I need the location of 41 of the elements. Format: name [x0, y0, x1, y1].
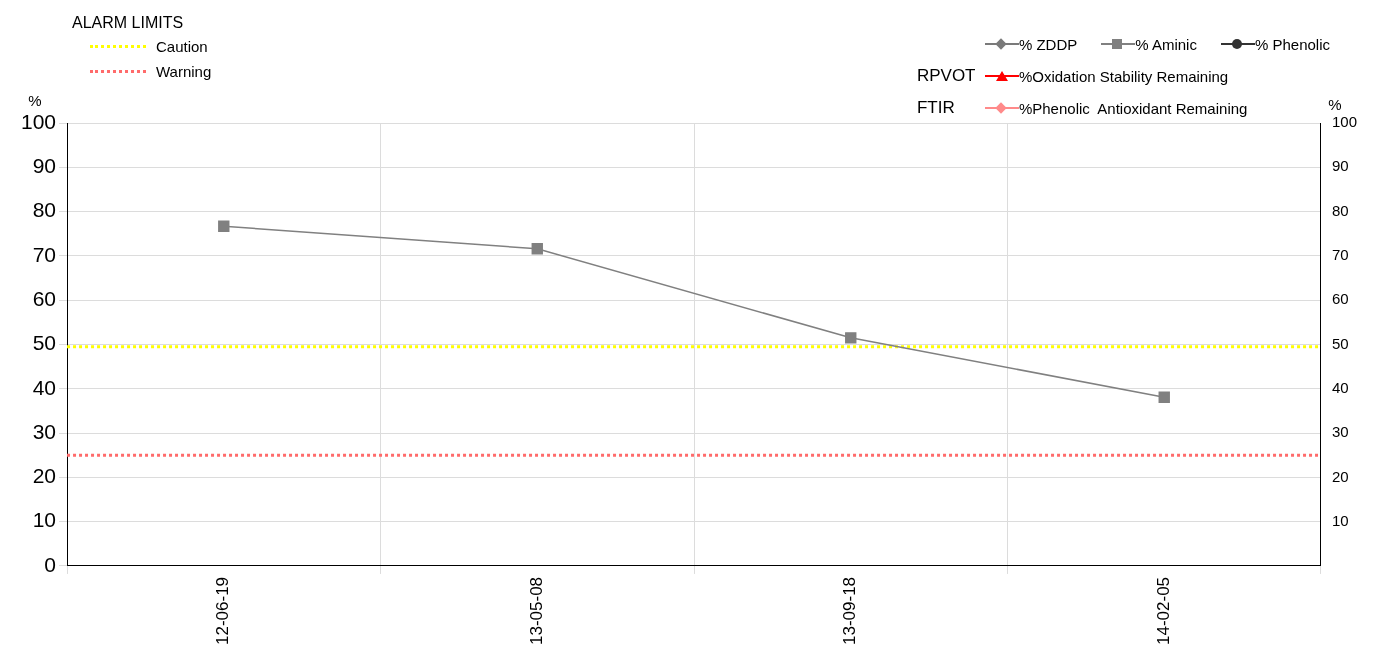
point [1158, 391, 1170, 403]
legend-label: %Phenolic Antioxidant Remaining [1018, 99, 1248, 117]
y2-tick-label: 10 [1331, 511, 1349, 529]
x-tick-label: 13-09-18 [840, 576, 860, 646]
y-tick-label: 40 [32, 375, 57, 399]
y2-tick-label: 70 [1331, 246, 1349, 264]
legend-label: Caution [156, 38, 208, 55]
y2-tick-label: 60 [1331, 290, 1349, 308]
legend-label: % ZDDP [1018, 35, 1078, 53]
y2-tick-label: 50 [1331, 334, 1349, 352]
y-tick-label: 100 [20, 109, 57, 133]
y2-axis-title: % [1328, 95, 1342, 113]
legend-label: % Aminic [1135, 35, 1197, 53]
text: FTIR [916, 98, 956, 118]
point [845, 332, 857, 344]
y2-tick-label: 100 [1331, 113, 1357, 131]
legend-title: ALARM LIMITS [72, 14, 185, 32]
y-tick-label: 90 [32, 154, 57, 178]
y-tick-label: 20 [32, 464, 57, 488]
point [218, 220, 230, 232]
y-tick-label: 10 [32, 508, 57, 532]
x-tick-label: 13-05-08 [526, 576, 546, 646]
x-tick-label: 12-06-19 [213, 576, 233, 646]
point [531, 243, 543, 255]
legend-label: % Phenolic [1254, 35, 1330, 53]
y2-tick-label: 40 [1331, 378, 1349, 396]
legend-label: Warning [156, 63, 212, 80]
legend-label: %Oxidation Stability Remaining [1018, 67, 1229, 85]
y-tick-label: 70 [32, 242, 57, 266]
x-tick-label: 14-02-05 [1153, 576, 1173, 646]
y2-tick-label: 30 [1331, 423, 1349, 441]
text: RPVOT [916, 66, 977, 86]
y2-tick-label: 20 [1331, 467, 1349, 485]
y-tick-label: 80 [32, 198, 57, 222]
y-tick-label: 0 [44, 552, 57, 576]
y-tick-label: 50 [32, 331, 57, 355]
y2-tick-label: 90 [1331, 157, 1349, 175]
y-tick-label: 30 [32, 419, 57, 443]
y-axis-title: % [28, 91, 42, 109]
y-tick-label: 60 [32, 286, 57, 310]
y2-tick-label: 80 [1331, 201, 1349, 219]
